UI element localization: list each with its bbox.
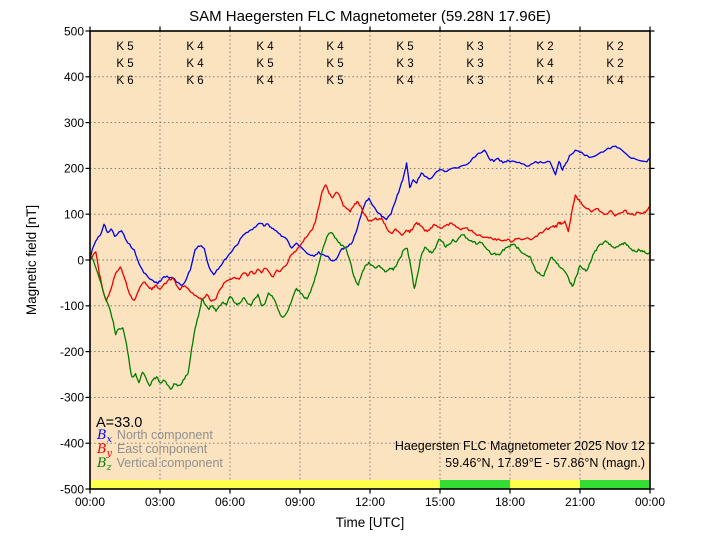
activity-bar	[90, 480, 650, 489]
y-tick-label: 200	[64, 162, 84, 176]
k-index-bx-4: K 5	[396, 41, 413, 53]
a-index-annotation: A=33.0	[96, 415, 142, 431]
curve-by-east	[89, 184, 651, 302]
k-index-labels: K 5 K 4 K 4 K 4 K 5 K 3 K 2 K 2 K 5 K 4 K 5 K 5 K 3 K…	[116, 41, 624, 87]
y-tick-label: 0	[77, 253, 84, 267]
y-tick-label: -500	[60, 482, 84, 496]
y-tick-label: -100	[60, 299, 84, 313]
k-index-by-4: K 3	[396, 58, 413, 70]
x-tick-label: 06:00	[215, 495, 245, 509]
y-tick-labels: 500 400 300 200 100 0 -100 -200 -300 -400 -500	[60, 24, 84, 496]
x-tick-label: 15:00	[425, 495, 455, 509]
x-tick-label: 00:00	[635, 495, 665, 509]
station-info-line1: Haegersten FLC Magnetometer 2025 Nov 12	[395, 439, 645, 453]
k-index-by-0: K 5	[116, 58, 133, 70]
k-index-by-5: K 3	[466, 58, 483, 70]
k-index-bx-6: K 2	[536, 41, 553, 53]
legend-entry-x: Bx North component	[96, 428, 213, 445]
activity-bar-segment	[90, 480, 440, 489]
x-tick-label: 18:00	[495, 495, 525, 509]
curve-bz-vertical	[89, 231, 651, 390]
k-index-by-2: K 5	[256, 58, 273, 70]
k-index-bz-3: K 5	[326, 75, 343, 87]
k-index-bz-6: K 4	[536, 75, 554, 87]
x-tick-label: 12:00	[355, 495, 385, 509]
x-tick-label: 09:00	[285, 495, 315, 509]
x-tick-labels: 00:00 03:00 06:00 09:00 12:00 15:00 18:00 21:00…	[75, 495, 665, 509]
k-index-bx-7: K 2	[606, 41, 623, 53]
gridlines	[90, 31, 650, 489]
y-tick-label: 300	[64, 116, 84, 130]
chart-title: SAM Haegersten FLC Magnetometer (59.28N …	[189, 8, 551, 25]
k-index-bx-1: K 4	[186, 41, 204, 53]
legend-entry-y: By East component	[96, 442, 208, 459]
k-index-bx-0: K 5	[116, 41, 133, 53]
y-tick-label: -300	[60, 391, 84, 405]
y-tick-label: 100	[64, 208, 84, 222]
activity-bar-segment	[580, 480, 650, 489]
data-curves	[89, 145, 651, 390]
y-tick-label: -400	[60, 437, 84, 451]
k-index-bz-2: K 4	[256, 75, 274, 87]
activity-bar-segment	[440, 480, 510, 489]
k-index-bz-7: K 4	[606, 75, 624, 87]
k-index-by-7: K 2	[606, 58, 623, 70]
k-index-bz-1: K 6	[186, 75, 203, 87]
x-tick-label: 00:00	[75, 495, 105, 509]
y-tick-label: -200	[60, 345, 84, 359]
k-index-bx-3: K 4	[326, 41, 344, 53]
x-tick-label: 03:00	[145, 495, 175, 509]
x-axis-label: Time [UTC]	[336, 515, 405, 530]
k-index-bx-2: K 4	[256, 41, 274, 53]
k-index-by-6: K 4	[536, 58, 554, 70]
x-tick-label: 21:00	[565, 495, 595, 509]
k-index-bz-0: K 6	[116, 75, 133, 87]
y-tick-label: 400	[64, 70, 84, 84]
k-index-bz-4: K 4	[396, 75, 414, 87]
activity-bar-segment	[510, 480, 580, 489]
y-axis-label: Magnetic field [nT]	[24, 205, 39, 315]
k-index-bz-5: K 3	[466, 75, 483, 87]
k-index-by-3: K 5	[326, 58, 343, 70]
k-index-by-1: K 4	[186, 58, 204, 70]
legend-entry-z: Bz Vertical component	[96, 456, 223, 473]
k-index-bx-5: K 3	[466, 41, 483, 53]
y-tick-label: 500	[64, 24, 84, 38]
curve-bx-north	[89, 145, 651, 286]
axis-ticks	[85, 26, 655, 494]
station-info-line2: 59.46°N, 17.89°E - 57.86°N (magn.)	[445, 456, 645, 470]
